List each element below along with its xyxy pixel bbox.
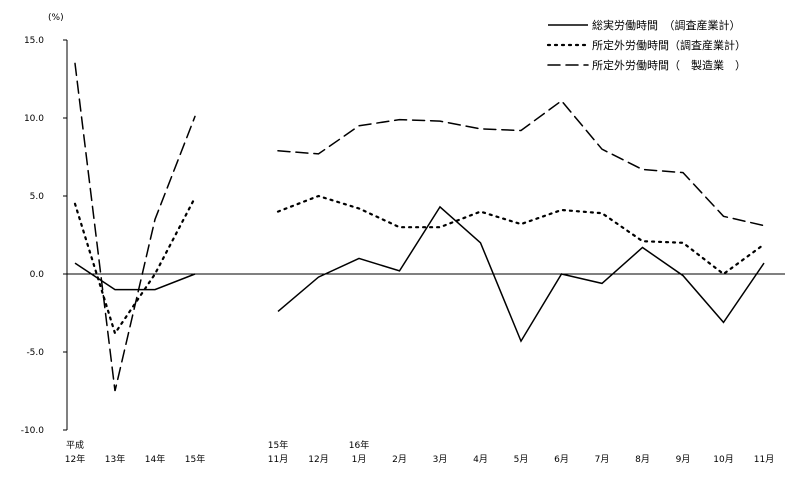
y-tick-label: 5.0 [30,192,45,202]
series-2-annual-line [73,196,197,336]
series-1-annual-line [74,262,196,291]
y-tick-label: 15.0 [24,36,44,46]
x-tick-label-upper: 16年 [349,439,369,451]
x-tick-labels: 平成 12年 13年 14年 15年 15年 11月 12月 16年 1月 2月 3月 4月 5月 6月 7月… [65,439,774,465]
x-tick-label: 1月 [352,454,367,465]
x-tick-label: 11月 [268,454,288,465]
x-tick-label: 5月 [514,454,529,465]
series-lines [73,62,766,392]
series-2-monthly-line [276,194,766,276]
legend: 総実労働時間 （調査産業計） 所定外労働時間（調査産業計） 所定外労働時間（ 製造業… [546,18,746,72]
y-tick-label: -10.0 [21,426,45,436]
y-axis-unit-label: (%) [48,13,64,23]
x-tick-label: 4月 [473,454,488,465]
series-1-monthly-line [277,205,765,343]
series-3-monthly-line [277,99,765,227]
x-tick-label-upper: 15年 [268,439,288,451]
x-tick-label: 9月 [676,454,691,465]
y-tick-label: 0.0 [30,270,45,280]
x-tick-label: 10月 [713,454,733,465]
series-3-annual-line [74,62,196,392]
x-tick-label-upper: 平成 [66,439,84,451]
x-tick-label: 8月 [635,454,650,465]
x-tick-label: 11月 [754,454,774,465]
y-ticks: 15.0 10.0 5.0 0.0 -5.0 -10.0 [21,36,67,436]
legend-label-1: 総実労働時間 （調査産業計） [592,18,741,32]
x-tick-label: 2月 [392,454,407,465]
x-tick-label: 12月 [308,454,328,465]
x-tick-label: 6月 [554,454,569,465]
x-tick-label: 3月 [433,454,448,465]
legend-label-2: 所定外労働時間（調査産業計） [592,38,746,52]
x-tick-label: 12年 [65,453,85,465]
legend-label-3: 所定外労働時間（ 製造業 ） [592,58,746,72]
y-tick-label: 10.0 [24,114,44,124]
x-tick-label: 7月 [595,454,610,465]
y-tick-label: -5.0 [26,348,44,358]
x-tick-label: 15年 [185,453,205,465]
x-tick-label: 13年 [105,453,125,465]
x-tick-label: 14年 [145,453,165,465]
